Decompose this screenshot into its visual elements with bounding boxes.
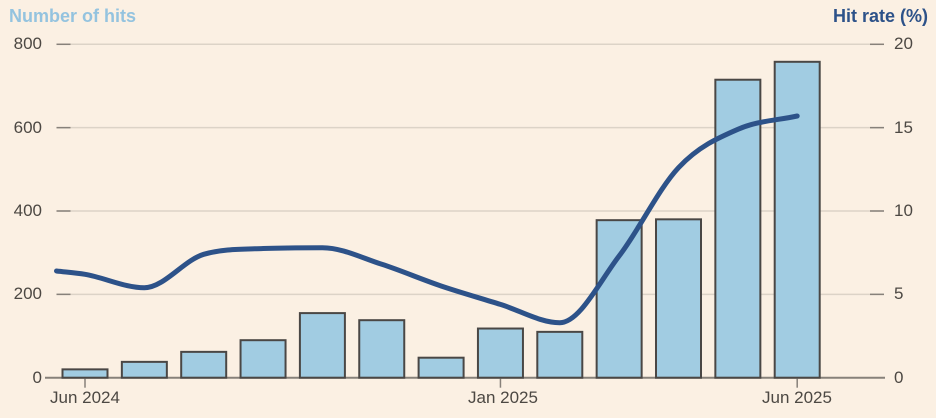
right-axis-tick-10: 10 <box>894 201 913 220</box>
left-axis-title: Number of hits <box>9 6 137 26</box>
left-axis-tick-0: 0 <box>32 368 42 387</box>
x-axis-tick-jan-2025: Jan 2025 <box>468 388 538 407</box>
left-axis-tick-800: 800 <box>13 34 42 53</box>
right-axis-tick-5: 5 <box>894 284 904 303</box>
left-axis-tick-200: 200 <box>13 284 42 303</box>
left-axis-tick-400: 400 <box>13 201 42 220</box>
left-axis-tick-600: 600 <box>13 118 42 137</box>
x-axis-tick-jun-2025: Jun 2025 <box>762 388 832 407</box>
right-axis-tick-20: 20 <box>894 34 913 53</box>
right-axis-tick-15: 15 <box>894 118 913 137</box>
right-axis-tick-0: 0 <box>894 368 904 387</box>
x-axis-tick-jun-2024: Jun 2024 <box>50 388 120 407</box>
right-axis-title: Hit rate (%) <box>832 6 928 26</box>
